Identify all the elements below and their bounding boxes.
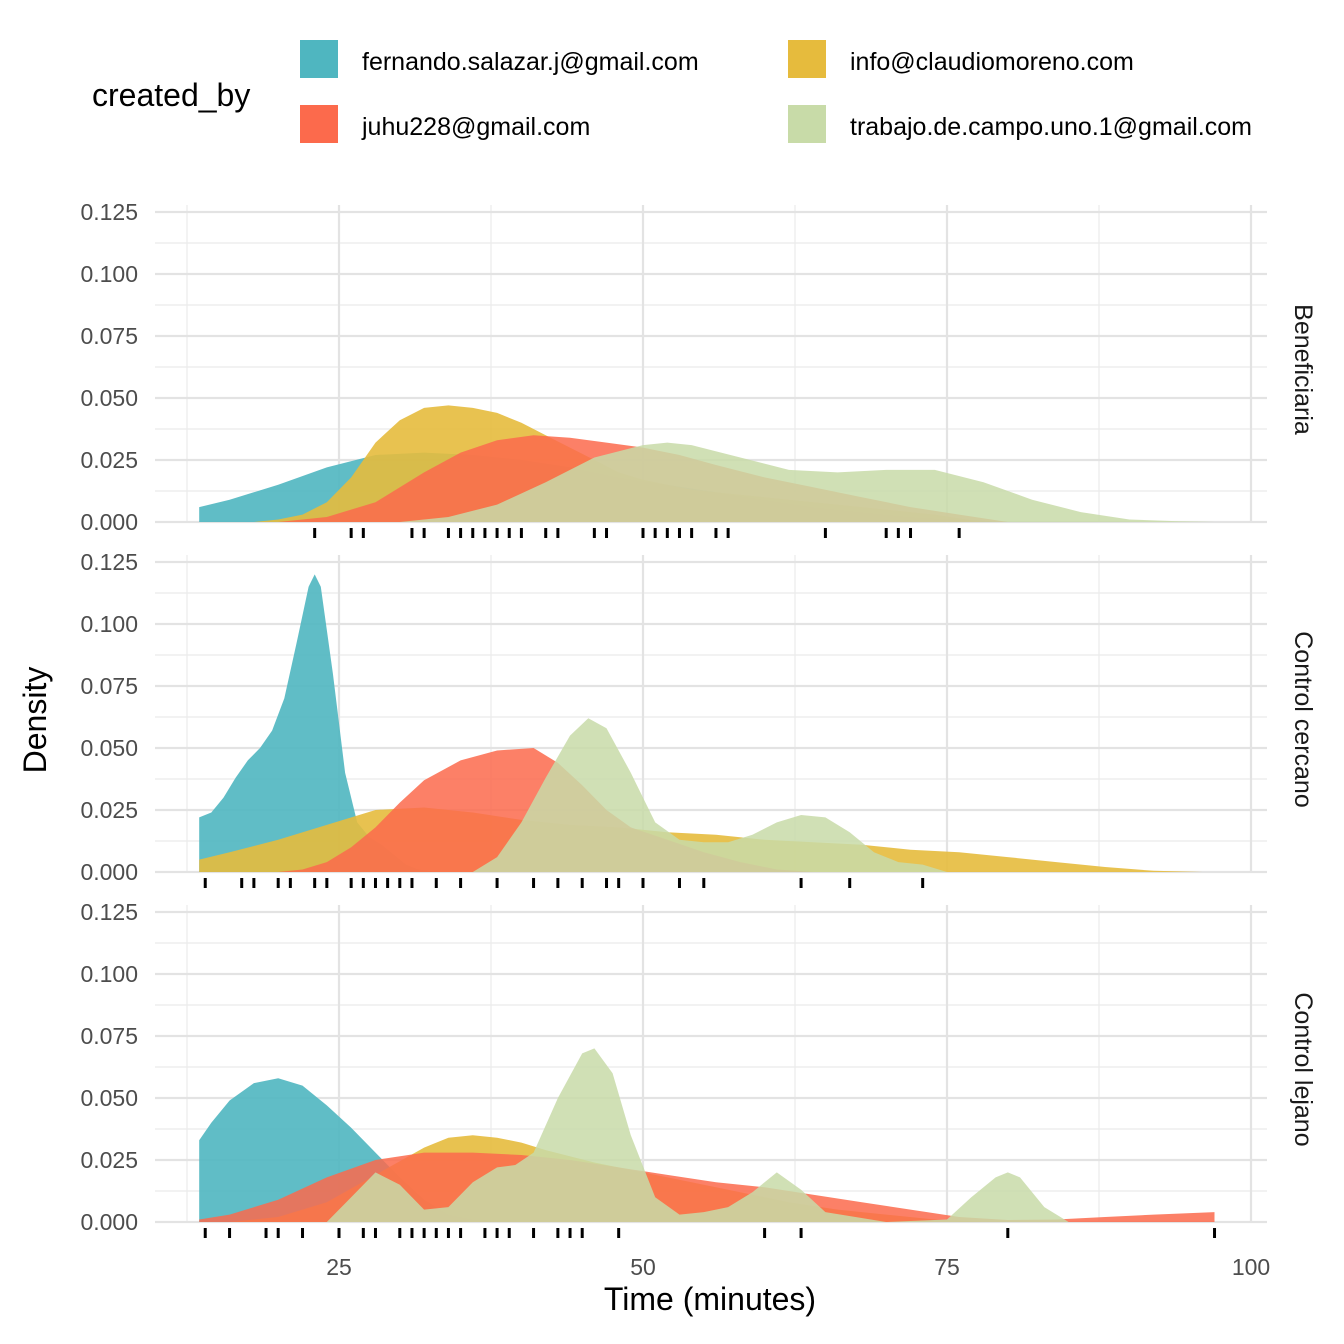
x-tick-label: 25 — [326, 1254, 352, 1280]
y-tick-label: 0.000 — [80, 509, 138, 535]
facet-panel: 0.000 0.025 0.050 0.075 0.100 0.125 Control ce… — [80, 549, 1317, 888]
y-tick-label: 0.075 — [80, 323, 138, 349]
legend-entry: juhu228@gmail.com — [300, 105, 590, 143]
legend-entry: trabajo.de.campo.uno.1@gmail.com — [788, 105, 1252, 143]
density-area — [199, 1078, 498, 1222]
y-tick-label: 0.125 — [80, 549, 138, 575]
y-tick-label: 0.025 — [80, 797, 138, 823]
density-area — [399, 442, 1215, 522]
x-axis-title: Time (minutes) — [604, 1281, 816, 1317]
y-tick-label: 0.125 — [80, 199, 138, 225]
y-axis-title: Density — [17, 667, 53, 774]
x-tick-label: 50 — [630, 1254, 656, 1280]
y-tick-label: 0.125 — [80, 899, 138, 925]
x-tick-label: 100 — [1232, 1254, 1270, 1280]
facet-panel: 0.000 0.025 0.050 0.075 0.100 0.125 Beneficiar… — [80, 199, 1317, 538]
legend-entry: fernando.salazar.j@gmail.com — [300, 40, 699, 78]
density-area — [326, 1048, 1069, 1222]
legend-swatch — [300, 40, 338, 78]
legend-label: juhu228@gmail.com — [361, 113, 590, 141]
legend-swatch — [788, 105, 826, 143]
y-tick-label: 0.025 — [80, 1147, 138, 1173]
facet-strip-label: Control cercano — [1289, 631, 1317, 807]
density-area — [472, 718, 947, 872]
legend-label: info@claudiomoreno.com — [850, 48, 1134, 76]
y-tick-label: 0.025 — [80, 447, 138, 473]
y-tick-label: 0.100 — [80, 611, 138, 637]
y-tick-label: 0.000 — [80, 859, 138, 885]
x-axis: 25 50 75 100 — [326, 1254, 1270, 1280]
y-tick-label: 0.075 — [80, 1023, 138, 1049]
legend-title: created_by — [92, 77, 250, 113]
x-tick-label: 75 — [934, 1254, 960, 1280]
legend: created_by fernando.salazar.j@gmail.com i… — [92, 40, 1252, 143]
y-tick-label: 0.050 — [80, 1085, 138, 1111]
facet-strip-label: Beneficiaria — [1289, 304, 1317, 435]
legend-swatch — [300, 105, 338, 143]
y-tick-label: 0.075 — [80, 673, 138, 699]
legend-entry: info@claudiomoreno.com — [788, 40, 1134, 78]
legend-swatch — [788, 40, 826, 78]
y-tick-label: 0.000 — [80, 1209, 138, 1235]
legend-label: fernando.salazar.j@gmail.com — [362, 48, 699, 76]
y-tick-label: 0.100 — [80, 261, 138, 287]
y-tick-label: 0.050 — [80, 735, 138, 761]
facet-panel: 0.000 0.025 0.050 0.075 0.100 0.125 Control le… — [80, 899, 1317, 1238]
density-area — [199, 574, 437, 872]
facet-strip-label: Control lejano — [1289, 992, 1317, 1146]
y-tick-label: 0.050 — [80, 385, 138, 411]
y-tick-label: 0.100 — [80, 961, 138, 987]
legend-label: trabajo.de.campo.uno.1@gmail.com — [850, 113, 1252, 141]
